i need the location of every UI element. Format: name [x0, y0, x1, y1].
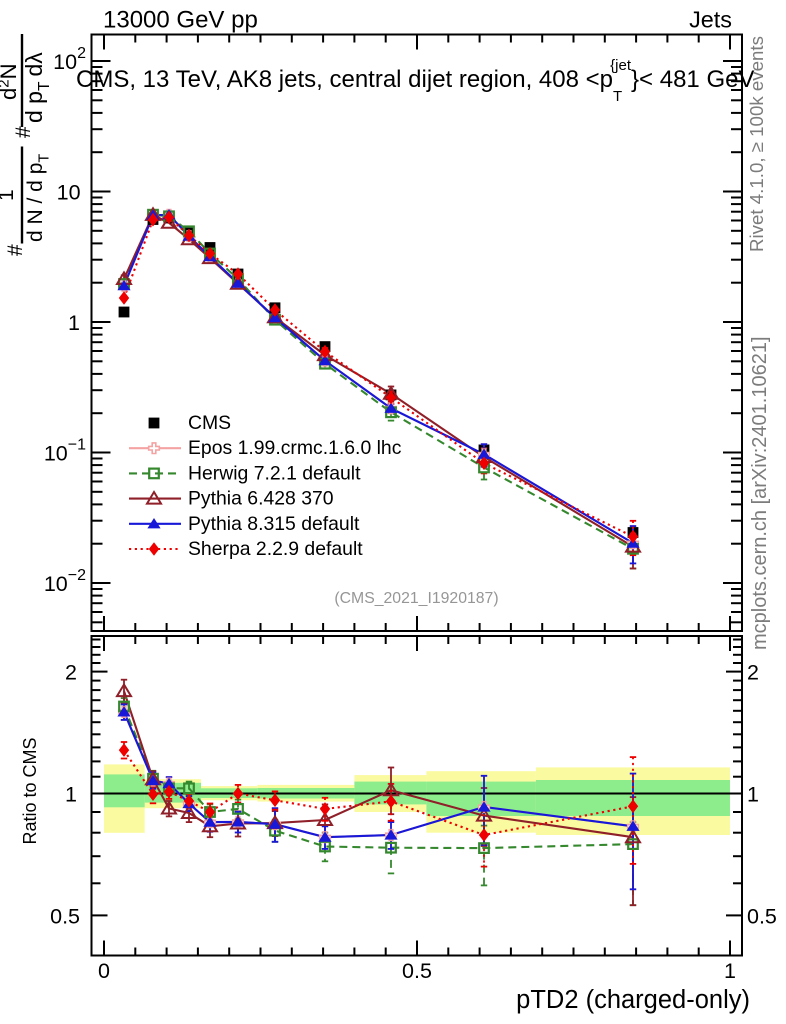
svg-text:2: 2 — [747, 661, 759, 685]
svg-text:Pythia 6.428 370: Pythia 6.428 370 — [188, 488, 334, 510]
svg-text:1: 1 — [724, 959, 736, 983]
svg-text:1: 1 — [747, 783, 759, 807]
svg-text:#: # — [12, 126, 35, 138]
svg-text:Rivet 4.1.0, ≥ 100k events: Rivet 4.1.0, ≥ 100k events — [746, 36, 767, 252]
svg-text:13000 GeV pp: 13000 GeV pp — [103, 7, 258, 34]
svg-text:1: 1 — [68, 311, 80, 335]
svg-text:(CMS_2021_I1920187): (CMS_2021_I1920187) — [334, 590, 498, 607]
svg-text:2: 2 — [65, 661, 77, 685]
svg-text:Herwig 7.2.1 default: Herwig 7.2.1 default — [188, 462, 361, 484]
svg-text:1: 1 — [0, 189, 18, 201]
svg-text:1: 1 — [65, 783, 77, 807]
svg-text:pTD2 (charged-only): pTD2 (charged-only) — [516, 986, 750, 1014]
svg-text:CMS: CMS — [188, 412, 231, 434]
svg-text:0.5: 0.5 — [50, 904, 80, 928]
svg-text:Epos 1.99.crmc.1.6.0 lhc: Epos 1.99.crmc.1.6.0 lhc — [188, 437, 402, 459]
svg-text:d2N: d2N — [0, 64, 21, 100]
svg-text:Ratio to CMS: Ratio to CMS — [20, 737, 40, 844]
svg-text:Jets: Jets — [689, 7, 732, 33]
svg-text:Sherpa 2.2.9 default: Sherpa 2.2.9 default — [188, 538, 363, 560]
svg-text:#: # — [4, 244, 27, 256]
svg-text:0.5: 0.5 — [402, 959, 432, 983]
svg-text:mcplots.cern.ch [arXiv:2401.10: mcplots.cern.ch [arXiv:2401.10621] — [749, 336, 771, 650]
svg-text:0: 0 — [98, 959, 110, 983]
svg-text:Pythia 8.315 default: Pythia 8.315 default — [188, 513, 360, 535]
svg-text:10: 10 — [57, 181, 81, 205]
svg-text:0.5: 0.5 — [747, 904, 777, 928]
